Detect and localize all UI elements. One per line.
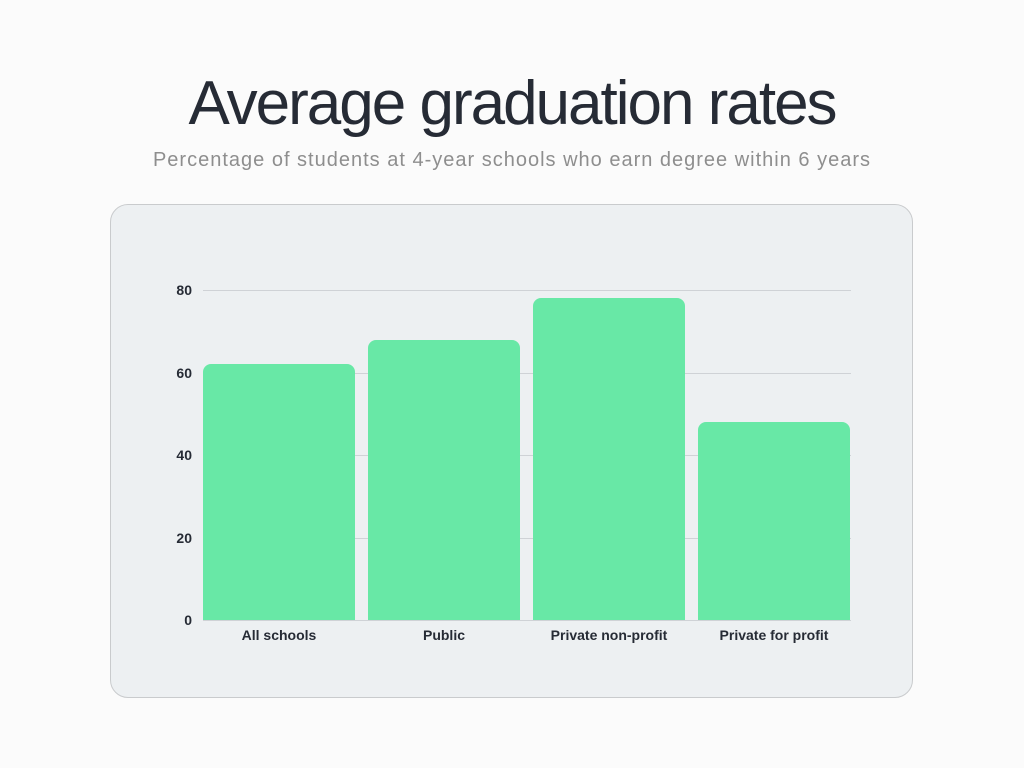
bar-private-non-profit xyxy=(533,298,685,620)
y-tick-20: 20 xyxy=(176,530,192,546)
x-label: All schools xyxy=(241,627,317,643)
plot-area xyxy=(203,290,851,621)
gridline-20 xyxy=(203,538,851,539)
x-label: Private non-profit xyxy=(550,627,668,643)
y-tick-40: 40 xyxy=(176,447,192,463)
gridline-60 xyxy=(203,373,851,374)
bar-private-for-profit xyxy=(698,422,850,620)
y-tick-0: 0 xyxy=(184,612,192,628)
bar-all-schools xyxy=(203,364,355,620)
chart-subtitle: Percentage of students at 4-year schools… xyxy=(152,149,872,171)
chart-title: Average graduation rates xyxy=(188,69,837,138)
gridline-80 xyxy=(203,290,851,291)
x-label: Public xyxy=(422,627,465,643)
x-label: Private for profit xyxy=(719,627,829,643)
gridline-0 xyxy=(203,620,851,621)
gridline-40 xyxy=(203,455,851,456)
y-tick-60: 60 xyxy=(176,365,192,381)
bar-public xyxy=(368,339,520,620)
y-tick-80: 80 xyxy=(176,282,192,298)
